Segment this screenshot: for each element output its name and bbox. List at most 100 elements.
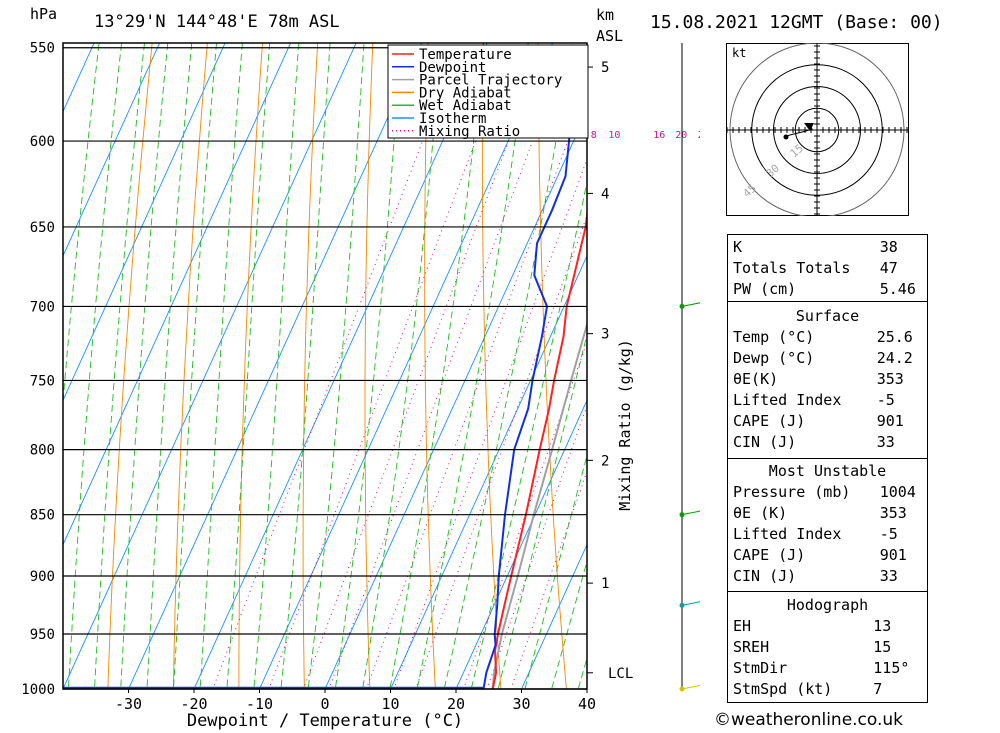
dry-adiabat-line xyxy=(238,43,263,689)
km-tick-label: 3 xyxy=(601,327,609,343)
isotherm-line xyxy=(324,110,587,689)
indices-surface-table: Surface Temp (°C) 25.6 Dewp (°C) 24.2 θE(K… xyxy=(729,305,926,452)
mixing-ratio-label: 25 xyxy=(698,130,700,141)
wet-adiabat-line xyxy=(416,43,529,689)
mu-li-value: -5 xyxy=(879,524,898,543)
isotherm-line xyxy=(390,254,587,689)
isotherm-line xyxy=(455,399,587,689)
wet-adiabat-line xyxy=(253,43,300,689)
mu-cin-label: CIN (J) xyxy=(733,566,797,585)
sreh-value: 15 xyxy=(873,637,892,656)
isotherm-line xyxy=(0,0,289,733)
eh-label: EH xyxy=(733,616,752,635)
surface-li-label: Lifted Index xyxy=(733,390,842,409)
legend-label: Parcel Trajectory xyxy=(419,73,562,89)
surface-cape-label: CAPE (J) xyxy=(733,411,806,430)
x-tick-label: -30 xyxy=(115,695,142,713)
totals-totals-row: Totals Totals 47 xyxy=(729,257,926,278)
skewt-diagram: 1234681016202535040045050055060065070075… xyxy=(0,0,701,733)
pressure-tick-label: 600 xyxy=(30,134,55,150)
mu-cin-value: 33 xyxy=(879,566,898,585)
totals-totals-value: 47 xyxy=(879,258,898,277)
wind-barb xyxy=(679,510,700,518)
mixing-ratio-line xyxy=(302,140,509,689)
isotherm-line xyxy=(193,43,488,689)
isotherm-line xyxy=(0,0,224,733)
surface-li-value: -5 xyxy=(876,390,895,409)
wet-adiabat-line xyxy=(199,43,243,689)
pressure-tick-label: 650 xyxy=(30,220,55,236)
eh-value: 13 xyxy=(873,616,892,635)
indices-general-table: K 38 Totals Totals 47 PW (cm) 5.46 xyxy=(729,236,926,299)
dry-adiabat-line xyxy=(481,43,502,689)
wind-barb xyxy=(679,302,700,309)
surface-temp-label: Temp (°C) xyxy=(733,327,815,346)
wet-adiabat-line xyxy=(280,43,331,689)
surface-section-title: Surface xyxy=(795,306,860,325)
surface-temp-value: 25.6 xyxy=(876,327,913,346)
hodograph-surface-point xyxy=(783,134,789,140)
pressure-tick-label: 550 xyxy=(30,41,55,57)
mixing-ratio-line xyxy=(212,140,424,689)
pressure-tick-label: 750 xyxy=(30,373,55,389)
wind-barbs xyxy=(679,43,700,692)
isotherm-line xyxy=(259,43,554,689)
x-tick-label: -20 xyxy=(180,695,207,713)
legend-label: Dry Adiabat xyxy=(419,85,512,101)
wet-adiabat-line xyxy=(63,43,100,407)
stmdir-label: StmDir xyxy=(733,658,788,677)
dry-adiabat-line xyxy=(537,43,567,689)
mu-pressure-label: Pressure (mb) xyxy=(733,482,851,501)
mixing-ratio-label: 20 xyxy=(675,130,687,141)
legend-label: Dewpoint xyxy=(419,60,486,76)
sreh-label: SREH xyxy=(733,637,770,656)
mixing-ratio-line xyxy=(415,214,587,689)
legend-label: Temperature xyxy=(419,47,512,63)
mixing-ratio-line xyxy=(393,157,587,689)
km-tick-label: 2 xyxy=(601,453,609,469)
isotherm-line xyxy=(0,0,355,733)
pw-value: 5.46 xyxy=(879,279,916,298)
dry-adiabat-line xyxy=(107,43,153,689)
pressure-tick-label: 1000 xyxy=(21,682,55,698)
mixing-ratio-line xyxy=(328,140,534,689)
credit-label: ©weatheronline.co.uk xyxy=(714,710,904,730)
isotherm-line xyxy=(63,43,292,546)
mu-theta-value: 353 xyxy=(879,503,907,522)
k-index-row: K 38 xyxy=(729,236,926,257)
isotherm-line xyxy=(629,0,700,733)
hodograph-unit-label: kt xyxy=(732,46,746,60)
k-index-value: 38 xyxy=(879,237,898,256)
surface-cin-label: CIN (J) xyxy=(733,432,797,451)
datetime-title: 15.08.2021 12GMT (Base: 00) xyxy=(650,12,943,33)
wet-adiabat-line xyxy=(173,43,217,689)
dry-adiabat-line xyxy=(172,43,208,689)
pressure-unit-label: hPa xyxy=(30,5,58,23)
x-tick-label: -10 xyxy=(246,695,273,713)
surface-dewp-value: 24.2 xyxy=(876,348,913,367)
wind-barb xyxy=(679,601,700,608)
mixing-ratio-line xyxy=(268,140,477,689)
dry-adiabat-line xyxy=(424,43,436,689)
mu-pressure-value: 1004 xyxy=(879,482,916,501)
x-axis-label: Dewpoint / Temperature (°C) xyxy=(187,711,463,731)
wet-adiabat-line xyxy=(470,180,587,689)
surface-cin-value: 33 xyxy=(876,432,895,451)
totals-totals-label: Totals Totals xyxy=(733,258,851,277)
indices-hodograph-table: Hodograph EH 13 SREH 15 StmDir 115° StmSpd … xyxy=(729,594,926,699)
isotherm-line xyxy=(0,0,158,733)
wet-adiabat-line xyxy=(524,453,587,689)
surface-theta-value: 353 xyxy=(876,369,904,388)
stmspd-label: StmSpd (kt) xyxy=(733,679,833,698)
pw-row: PW (cm) 5.46 xyxy=(729,278,926,299)
surface-dewp-label: Dewp (°C) xyxy=(733,348,815,367)
pressure-tick-label: 900 xyxy=(30,569,55,585)
isotherm-line xyxy=(63,43,357,689)
mu-cape-label: CAPE (J) xyxy=(733,545,806,564)
wet-adiabat-line xyxy=(590,0,701,733)
wet-adiabat-line xyxy=(497,332,587,689)
legend-box xyxy=(387,44,589,139)
mixing-ratio-line xyxy=(365,140,569,689)
wet-adiabat-line xyxy=(551,559,587,689)
